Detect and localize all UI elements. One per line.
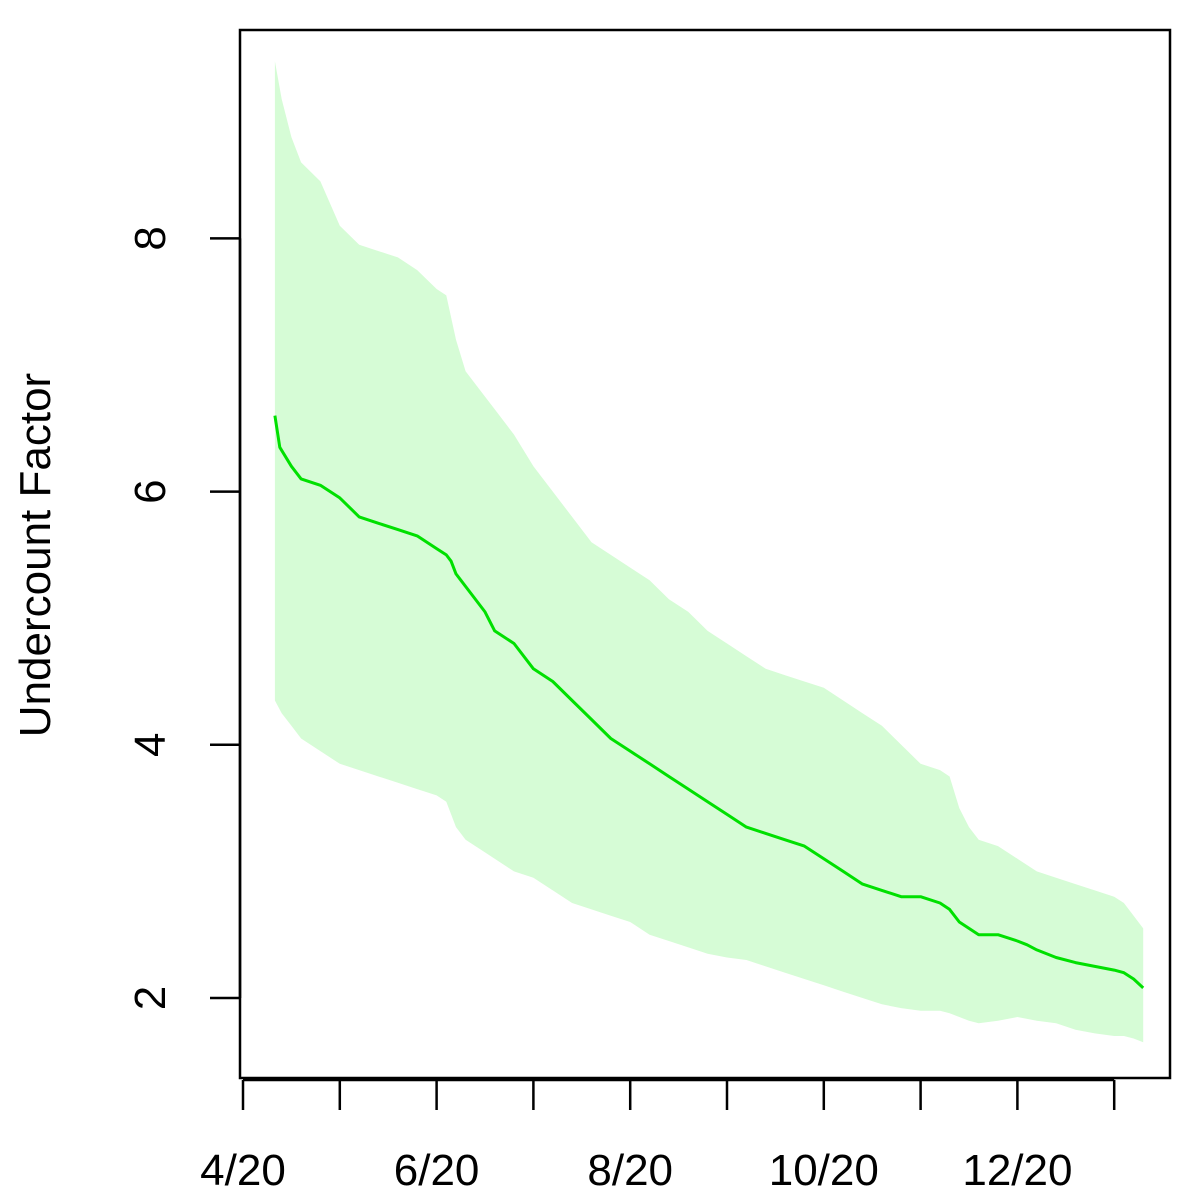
central-estimate-line xyxy=(273,415,1145,990)
central-line-layer xyxy=(273,415,1145,990)
confidence-band xyxy=(274,61,1144,1043)
y-tick-label: 2 xyxy=(126,986,175,1010)
y-tick-label: 4 xyxy=(126,733,175,757)
y-tick-label: 6 xyxy=(126,479,175,503)
x-tick-label: 8/20 xyxy=(587,1146,673,1195)
x-axis: 4/20 6/20 8/20 10/20 12/20 xyxy=(200,1078,1116,1195)
x-tick-label: 10/20 xyxy=(769,1146,879,1195)
x-tick-label: 4/20 xyxy=(200,1146,286,1195)
y-axis-label: Undercount Factor xyxy=(11,373,60,737)
y-tick-label: 8 xyxy=(126,226,175,250)
x-tick-label: 6/20 xyxy=(394,1146,480,1195)
y-axis: 2 4 6 8 xyxy=(126,226,242,1010)
x-tick-label: 12/20 xyxy=(962,1146,1072,1195)
confidence-band-layer xyxy=(274,61,1144,1043)
